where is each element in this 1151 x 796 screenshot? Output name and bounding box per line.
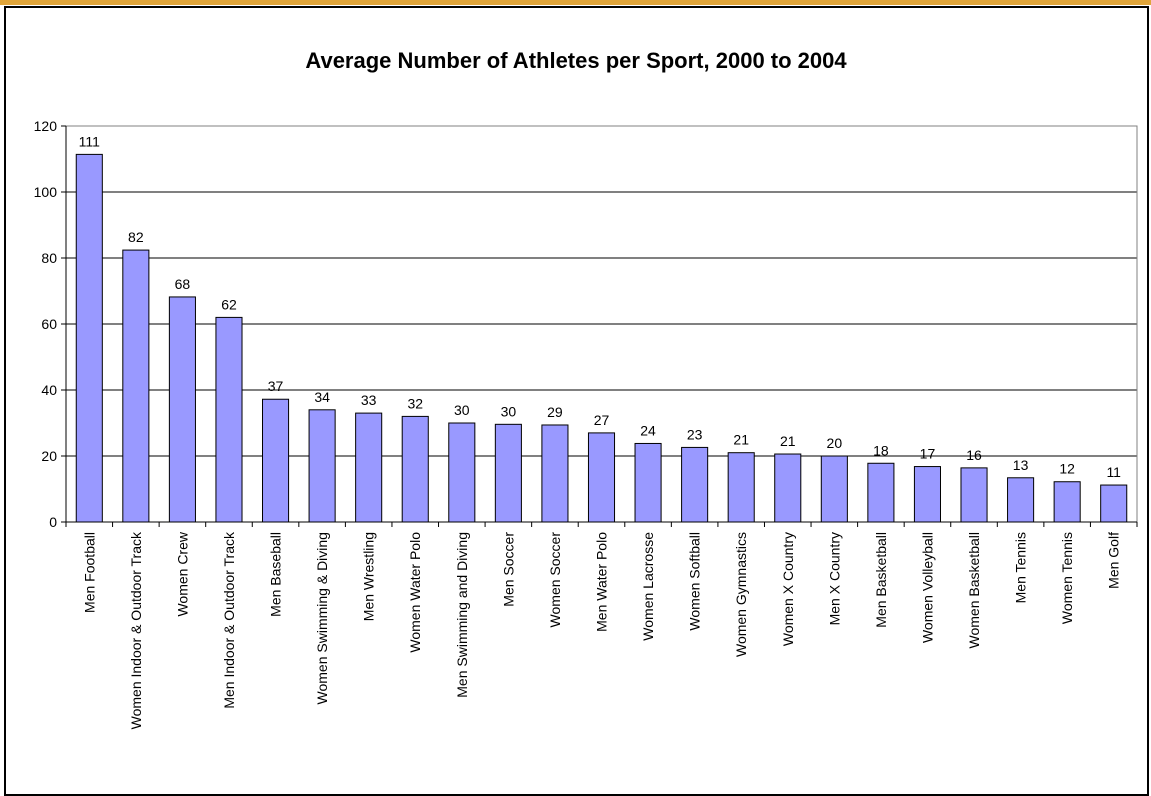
data-label: 29 (547, 404, 563, 420)
bar (262, 398, 290, 523)
data-label: 11 (1106, 464, 1121, 480)
x-tick-label: Men Tennis (1013, 532, 1029, 603)
y-tick-label: 120 (34, 118, 58, 134)
x-tick-label: Men Indoor & Outdoor Track (221, 531, 237, 709)
x-tick-label: Men Basketball (873, 532, 889, 628)
top-accent-band (0, 0, 1151, 5)
bar (960, 467, 988, 523)
data-label: 111 (79, 133, 100, 149)
x-tick-label: Men Swimming and Diving (454, 532, 470, 698)
x-tick-label: Women Softball (687, 532, 703, 631)
bar (494, 423, 522, 523)
x-tick-label: Men Baseball (268, 532, 284, 617)
bar-chart: Average Number of Athletes per Sport, 20… (34, 48, 1138, 729)
y-tick-label: 40 (41, 382, 57, 398)
data-label: 27 (594, 412, 610, 428)
data-label: 30 (501, 403, 517, 419)
y-tick-label: 20 (41, 448, 57, 464)
data-label: 23 (687, 426, 703, 442)
data-label: 24 (640, 422, 656, 438)
data-label: 37 (268, 378, 284, 394)
x-tick-label: Men X Country (826, 532, 842, 625)
x-tick-label: Men Football (81, 532, 97, 613)
data-label: 21 (733, 432, 749, 448)
data-label: 16 (966, 447, 982, 463)
x-tick-label: Men Soccer (500, 532, 516, 607)
bar (168, 296, 196, 523)
bar (634, 442, 662, 523)
bar (1100, 484, 1128, 523)
chart-title: Average Number of Athletes per Sport, 20… (305, 48, 847, 73)
x-tick-label: Women Swimming & Diving (314, 532, 330, 704)
bar (820, 455, 848, 523)
data-label: 12 (1059, 461, 1075, 477)
data-label: 33 (361, 392, 377, 408)
bar (75, 153, 103, 523)
y-tick-label: 60 (41, 316, 57, 332)
data-label: 30 (454, 402, 470, 418)
y-tick-label: 80 (41, 250, 57, 266)
bar (1007, 477, 1035, 523)
bar (867, 462, 895, 523)
x-tick-label: Women X Country (780, 532, 796, 646)
x-tick-label: Women Crew (174, 531, 190, 616)
x-tick-label: Women Soccer (547, 532, 563, 628)
data-label: 68 (175, 276, 191, 292)
bar (448, 422, 476, 523)
data-label: 17 (920, 446, 936, 462)
x-tick-label: Women Lacrosse (640, 532, 656, 641)
x-tick-label: Men Wrestling (361, 532, 377, 621)
bar (355, 412, 383, 523)
x-tick-label: Women Tennis (1059, 532, 1075, 624)
bar (913, 466, 941, 523)
bar (727, 452, 755, 523)
data-label: 13 (1013, 457, 1029, 473)
bar (122, 249, 150, 523)
y-tick-label: 100 (34, 184, 58, 200)
x-tick-label: Women Basketball (966, 532, 982, 648)
bar (215, 316, 243, 523)
data-label: 32 (407, 395, 423, 411)
x-tick-label: Women Volleyball (919, 532, 935, 643)
data-label: 21 (780, 433, 796, 449)
data-label: 62 (221, 296, 237, 312)
chart-frame: Average Number of Athletes per Sport, 20… (4, 6, 1149, 796)
x-tick-label: Men Water Polo (594, 532, 610, 632)
data-label: 34 (314, 389, 330, 405)
bar (541, 424, 569, 523)
x-tick-label: Women Indoor & Outdoor Track (128, 531, 144, 729)
data-label: 18 (873, 442, 889, 458)
data-label: 82 (128, 229, 144, 245)
bar (401, 415, 429, 523)
bar (587, 432, 616, 523)
x-tick-label: Women Water Polo (407, 532, 423, 653)
bar (1053, 481, 1081, 523)
data-label: 20 (827, 435, 843, 451)
bar (774, 453, 802, 523)
bar (308, 409, 336, 523)
bar (681, 446, 709, 523)
y-tick-label: 0 (49, 514, 57, 530)
x-tick-label: Men Golf (1106, 532, 1122, 589)
x-tick-label: Women Gymnastics (733, 532, 749, 657)
